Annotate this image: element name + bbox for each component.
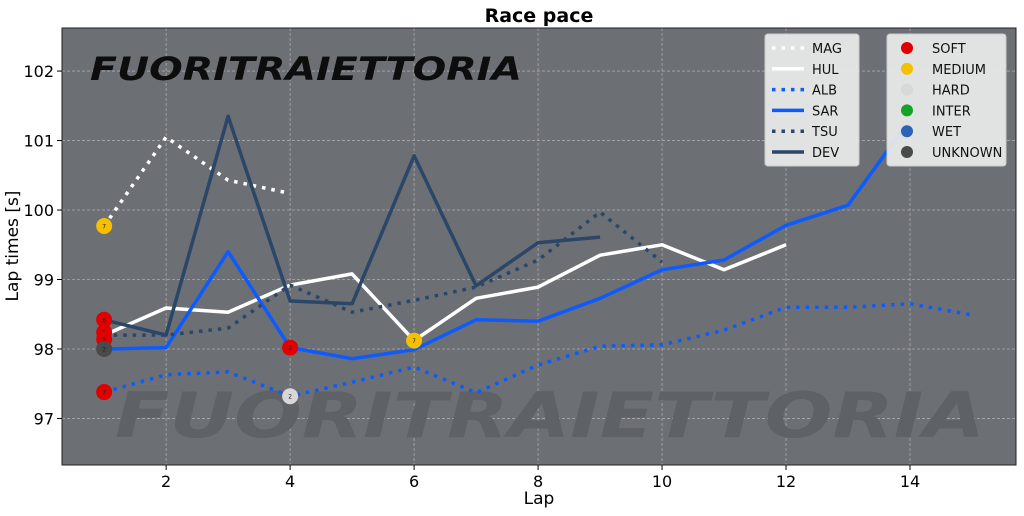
watermark-bottom: FUORITRAIETTORIA	[115, 379, 985, 452]
tyre-markers: 765527227	[96, 218, 423, 405]
legend-box	[886, 33, 1007, 167]
legend-item-soft: SOFT	[901, 42, 966, 57]
watermark-logo: FUORITRAIETTORIA	[90, 50, 522, 88]
x-tick-label: 4	[285, 472, 295, 491]
svg-text:MAG: MAG	[812, 42, 842, 57]
y-tick-label: 99	[34, 271, 54, 290]
svg-text:2: 2	[288, 345, 292, 352]
svg-text:2: 2	[288, 394, 292, 401]
svg-text:2: 2	[102, 346, 106, 353]
svg-text:5: 5	[102, 337, 106, 344]
tyre-marker-medium: 7	[96, 218, 113, 235]
y-tick-label: 101	[23, 132, 54, 151]
svg-text:HARD: HARD	[932, 84, 970, 99]
svg-text:7: 7	[102, 390, 106, 397]
legend-item-tsu: TSU	[772, 125, 838, 140]
tyre-marker-hard: 2	[282, 388, 299, 405]
svg-text:6: 6	[102, 317, 106, 324]
y-tick-label: 97	[34, 409, 54, 428]
x-axis-label: Lap	[524, 489, 555, 509]
x-tick-label: 6	[409, 472, 419, 491]
series-line-dev	[103, 114, 601, 337]
series-line-alb	[103, 302, 973, 398]
series-line-hul	[103, 243, 787, 343]
legend-box	[764, 33, 860, 167]
svg-text:7: 7	[412, 338, 416, 345]
x-tick-label: 10	[652, 472, 672, 491]
compound-legend: SOFT MEDIUM HARD INTER WET UNKNOWN	[886, 33, 1007, 167]
tyre-marker-soft: 6	[96, 311, 113, 328]
svg-text:SOFT: SOFT	[932, 42, 966, 57]
svg-text:SAR: SAR	[812, 104, 838, 119]
legend-item-dev: DEV	[772, 146, 839, 161]
y-tick-label: 102	[23, 62, 54, 81]
axis-ticks: 2 4 6 8 10 12 14 97 98 99 100 101 102	[23, 62, 920, 491]
x-tick-label: 8	[533, 472, 543, 491]
plot-frame	[61, 27, 1017, 466]
svg-text:ALB: ALB	[812, 84, 837, 99]
legend-item-unknown: UNKNOWN	[901, 146, 1002, 161]
y-tick-label: 98	[34, 340, 54, 359]
y-tick-label: 100	[23, 201, 54, 220]
chart-title: Race pace	[485, 5, 594, 27]
legend-item-hard: HARD	[901, 83, 970, 99]
legend-item-medium: MEDIUM	[901, 62, 986, 78]
legend-item-sar: SAR	[772, 104, 838, 119]
legend-item-alb: ALB	[772, 84, 837, 99]
x-tick-label: 12	[776, 472, 796, 491]
series-lines	[102, 114, 973, 398]
y-axis-label: Lap times [s]	[3, 191, 23, 302]
svg-text:HUL: HUL	[812, 63, 839, 78]
x-tick-label: 2	[161, 472, 171, 491]
tyre-marker-unknown: 2	[96, 340, 113, 357]
legend-item-mag: MAG	[772, 42, 842, 57]
tyre-marker-soft: 7	[96, 384, 113, 401]
legend-item-wet: WET	[901, 125, 961, 140]
svg-text:INTER: INTER	[932, 104, 971, 119]
svg-text:MEDIUM: MEDIUM	[932, 63, 986, 78]
svg-text:TSU: TSU	[811, 125, 838, 140]
legend-item-inter: INTER	[901, 104, 971, 119]
svg-text:DEV: DEV	[812, 146, 839, 161]
tyre-marker-medium: 7	[406, 332, 423, 349]
x-tick-label: 14	[900, 472, 920, 491]
series-line-sar	[104, 118, 912, 361]
driver-legend: MAG HUL ALB SAR TSU DEV	[764, 33, 860, 167]
legend-item-hul: HUL	[772, 63, 839, 78]
tyre-marker-soft: 2	[282, 339, 299, 356]
svg-text:WET: WET	[932, 125, 961, 140]
svg-text:UNKNOWN: UNKNOWN	[932, 146, 1002, 161]
svg-text:7: 7	[102, 224, 106, 231]
